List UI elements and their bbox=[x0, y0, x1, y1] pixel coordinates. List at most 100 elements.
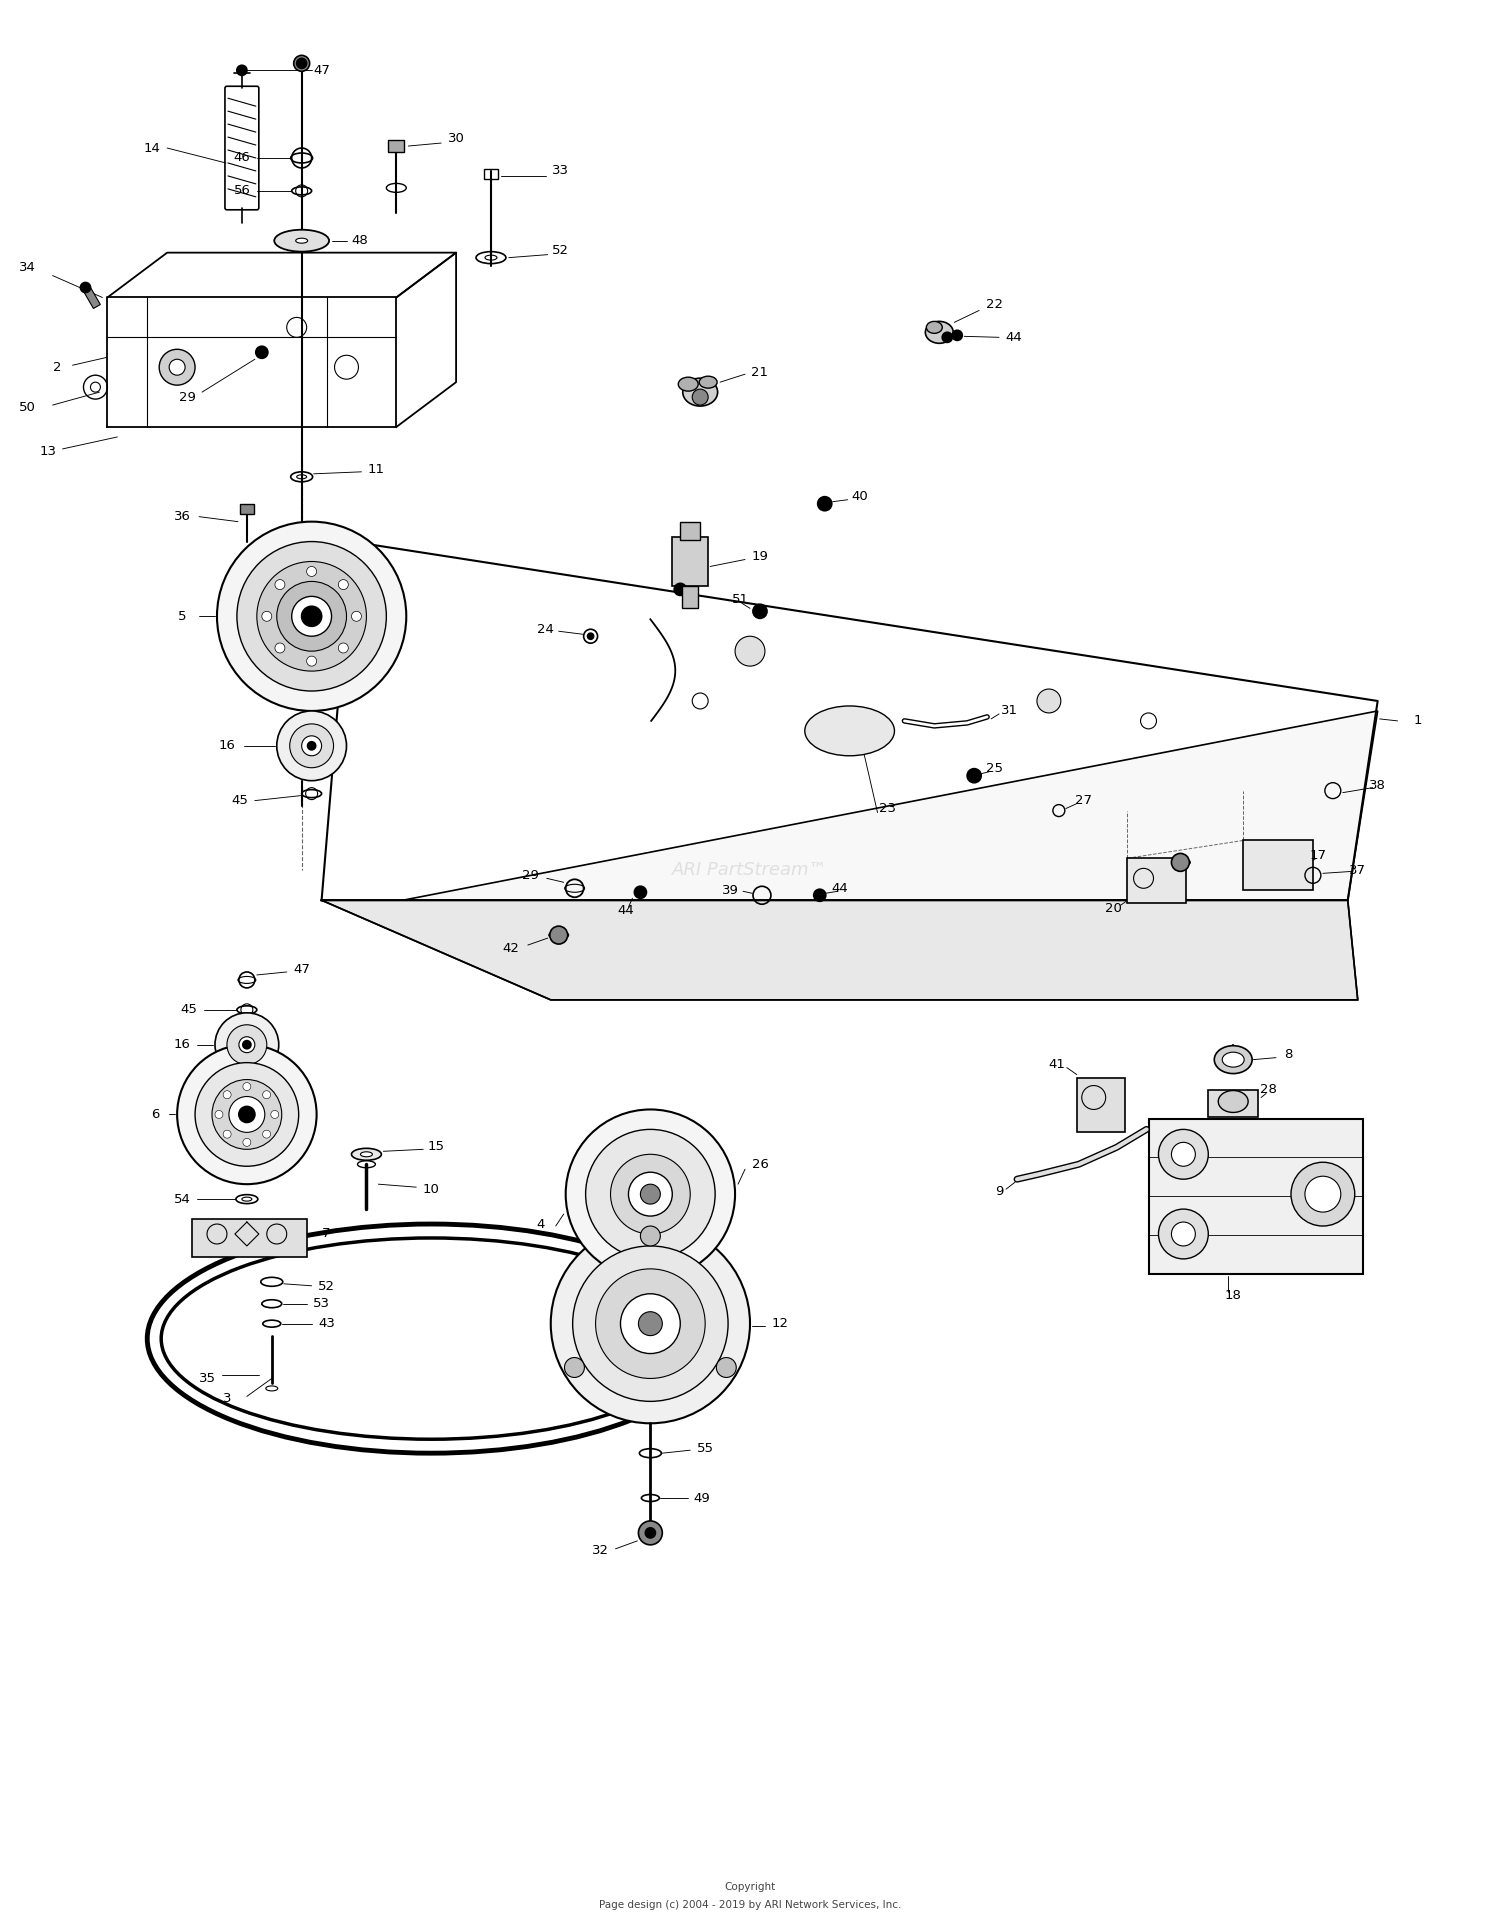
Text: 54: 54 bbox=[174, 1193, 190, 1206]
Text: 15: 15 bbox=[427, 1139, 444, 1152]
Circle shape bbox=[634, 886, 646, 898]
Text: 41: 41 bbox=[1048, 1058, 1065, 1071]
Text: 34: 34 bbox=[20, 260, 36, 274]
Text: 44: 44 bbox=[616, 904, 634, 917]
Circle shape bbox=[621, 1293, 681, 1353]
Circle shape bbox=[302, 607, 321, 626]
Ellipse shape bbox=[682, 378, 717, 407]
Circle shape bbox=[297, 58, 306, 67]
Circle shape bbox=[306, 567, 316, 576]
Text: 48: 48 bbox=[351, 235, 368, 247]
Text: 20: 20 bbox=[1106, 902, 1122, 915]
Text: 3: 3 bbox=[222, 1391, 231, 1405]
Text: 45: 45 bbox=[231, 794, 249, 807]
Text: 40: 40 bbox=[850, 489, 868, 503]
Circle shape bbox=[226, 1025, 267, 1064]
Ellipse shape bbox=[1218, 1091, 1248, 1112]
Text: 2: 2 bbox=[54, 360, 62, 374]
Text: ARI PartStream™: ARI PartStream™ bbox=[672, 861, 828, 879]
Circle shape bbox=[237, 541, 387, 692]
Circle shape bbox=[278, 582, 346, 651]
Ellipse shape bbox=[296, 239, 307, 243]
Text: 30: 30 bbox=[447, 131, 465, 145]
Bar bbox=[1149, 1120, 1362, 1274]
Circle shape bbox=[675, 584, 686, 595]
Circle shape bbox=[262, 611, 272, 620]
Circle shape bbox=[262, 1091, 270, 1098]
Circle shape bbox=[596, 1268, 705, 1378]
Circle shape bbox=[302, 736, 321, 755]
Bar bbox=[681, 522, 700, 540]
Circle shape bbox=[1158, 1129, 1209, 1179]
Ellipse shape bbox=[360, 1152, 372, 1156]
Circle shape bbox=[224, 1129, 231, 1139]
Text: 14: 14 bbox=[144, 141, 160, 154]
Text: 9: 9 bbox=[994, 1185, 1004, 1199]
Ellipse shape bbox=[806, 705, 894, 755]
Text: 44: 44 bbox=[1005, 331, 1023, 343]
Circle shape bbox=[243, 1139, 250, 1147]
Text: 47: 47 bbox=[314, 64, 330, 77]
Circle shape bbox=[170, 358, 184, 376]
Bar bbox=[484, 170, 498, 179]
Circle shape bbox=[211, 1079, 282, 1148]
Bar bbox=[1244, 840, 1312, 890]
Bar bbox=[82, 285, 100, 308]
Text: 5: 5 bbox=[178, 609, 186, 622]
Circle shape bbox=[639, 1312, 663, 1335]
Text: 39: 39 bbox=[722, 884, 738, 896]
Circle shape bbox=[550, 1224, 750, 1424]
Text: 31: 31 bbox=[1000, 705, 1017, 717]
Circle shape bbox=[1172, 1222, 1196, 1247]
Circle shape bbox=[224, 1091, 231, 1098]
Text: 6: 6 bbox=[152, 1108, 159, 1122]
Text: 8: 8 bbox=[1284, 1048, 1292, 1062]
Text: 46: 46 bbox=[234, 152, 250, 164]
Circle shape bbox=[294, 56, 309, 71]
Circle shape bbox=[573, 1247, 728, 1401]
Circle shape bbox=[588, 634, 594, 640]
Circle shape bbox=[238, 1037, 255, 1052]
Circle shape bbox=[256, 561, 366, 671]
Text: 21: 21 bbox=[752, 366, 768, 380]
Circle shape bbox=[237, 66, 248, 75]
Circle shape bbox=[549, 927, 567, 944]
Circle shape bbox=[274, 644, 285, 653]
Circle shape bbox=[952, 330, 962, 341]
Text: 11: 11 bbox=[368, 462, 386, 476]
Text: 29: 29 bbox=[522, 869, 540, 883]
Circle shape bbox=[1158, 1208, 1209, 1258]
Text: 52: 52 bbox=[552, 245, 568, 256]
Circle shape bbox=[238, 1106, 255, 1122]
Text: 33: 33 bbox=[552, 164, 568, 177]
Text: 13: 13 bbox=[39, 445, 56, 459]
Circle shape bbox=[274, 580, 285, 590]
Text: 29: 29 bbox=[178, 391, 195, 403]
Circle shape bbox=[262, 1129, 270, 1139]
Text: 26: 26 bbox=[752, 1158, 768, 1172]
Circle shape bbox=[217, 522, 406, 711]
Text: 16: 16 bbox=[174, 1039, 190, 1052]
Ellipse shape bbox=[927, 322, 942, 333]
Circle shape bbox=[159, 349, 195, 385]
Bar bbox=[682, 586, 698, 609]
Text: 52: 52 bbox=[318, 1280, 334, 1293]
Ellipse shape bbox=[274, 229, 328, 252]
Circle shape bbox=[214, 1014, 279, 1077]
Ellipse shape bbox=[699, 376, 717, 387]
Text: 35: 35 bbox=[198, 1372, 216, 1386]
Bar bbox=[388, 141, 405, 152]
Bar bbox=[1209, 1089, 1258, 1118]
Text: 12: 12 bbox=[771, 1318, 789, 1330]
Text: 28: 28 bbox=[1260, 1083, 1276, 1096]
Circle shape bbox=[272, 1110, 279, 1118]
Text: 23: 23 bbox=[879, 802, 896, 815]
Circle shape bbox=[214, 1110, 223, 1118]
Text: 18: 18 bbox=[1226, 1289, 1242, 1303]
Circle shape bbox=[818, 497, 831, 511]
Circle shape bbox=[640, 1226, 660, 1247]
Circle shape bbox=[735, 636, 765, 667]
Text: 27: 27 bbox=[1076, 794, 1092, 807]
Circle shape bbox=[639, 1520, 663, 1545]
Bar bbox=[1126, 858, 1186, 904]
